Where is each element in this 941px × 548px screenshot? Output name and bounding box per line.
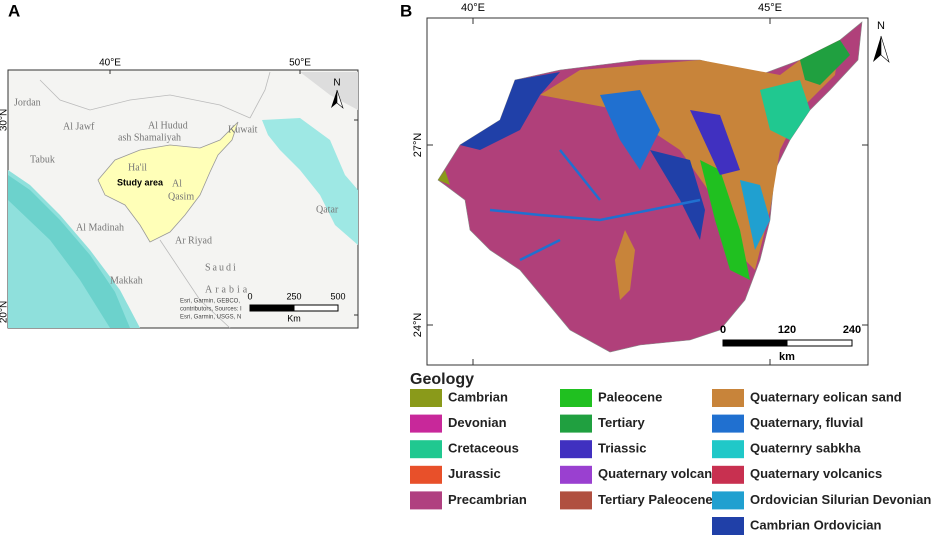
north-arrow: [336, 89, 344, 109]
legend-swatch: [410, 491, 442, 510]
map-a: [7, 69, 359, 329]
legend-label: Paleocene: [598, 389, 662, 404]
legend-swatch: [410, 440, 442, 459]
legend-swatch: [560, 440, 592, 459]
legend-swatch: [410, 465, 442, 484]
legend-label: Quaternry sabkha: [750, 441, 861, 456]
lon-label: 40°E: [461, 2, 485, 14]
attribution: Esri, Garmin, USGS, N: [180, 315, 241, 321]
scale-label: 500: [330, 291, 345, 301]
place-label: Al Jawf: [63, 121, 95, 132]
place-label: Qatar: [316, 204, 339, 215]
lat-label: 20°N: [0, 301, 10, 323]
legend-label: Quaternary, fluvial: [750, 415, 863, 430]
place-label: Ar Riyad: [175, 235, 212, 246]
lat-label: 27°N: [412, 133, 424, 158]
place-label: Kuwait: [228, 124, 258, 135]
attribution: Esri, Garmin, GEBCO,: [180, 299, 240, 305]
legend-swatch: [712, 440, 744, 459]
scale-label: 240: [843, 324, 861, 336]
legend-swatch: [410, 414, 442, 433]
panel-label: B: [400, 1, 412, 20]
north-arrow: [331, 90, 337, 108]
place-label: Arabia: [205, 284, 250, 295]
attribution: contributors, Sources: I: [180, 307, 242, 313]
scale-unit: Km: [287, 313, 301, 323]
place-label: Al Madinah: [76, 222, 124, 233]
north-arrow: [873, 36, 881, 62]
legend-label: Tertiary Paleocene: [598, 492, 713, 507]
legend-label: Jurassic: [448, 466, 501, 481]
legend-swatch: [712, 465, 744, 484]
legend-swatch: [712, 491, 744, 510]
legend: Cambrian Devonian Cretaceous Jurassic Precam…: [410, 389, 931, 535]
north-arrow: [880, 35, 890, 63]
scale-label: 0: [247, 291, 252, 301]
place-label: Makkah: [110, 275, 143, 286]
legend-label: Precambrian: [448, 492, 527, 507]
place-label: Saudi: [205, 262, 238, 273]
north-label: N: [877, 20, 885, 32]
legend-swatch: [410, 389, 442, 407]
legend-label: Quaternary volcanics: [750, 466, 882, 481]
legend-label: Triassic: [598, 441, 646, 456]
legend-label: Tertiary: [598, 415, 645, 430]
legend-label: Devonian: [448, 415, 507, 430]
scale-unit: km: [779, 351, 795, 363]
legend-swatch: [560, 465, 592, 484]
scale-label: 250: [286, 291, 301, 301]
scale-bar: [722, 339, 853, 347]
place-label: Jordan: [14, 97, 41, 108]
legend-label: Ordovician Silurian Devonian: [750, 492, 931, 507]
scale-label: 120: [778, 324, 796, 336]
north-label: N: [333, 78, 340, 89]
scale-bar: [249, 304, 339, 312]
lat-label: 24°N: [412, 313, 424, 338]
panel-label: A: [8, 1, 20, 20]
legend-label: Quaternary volcanics: [598, 466, 730, 481]
lon-label: 50°E: [289, 58, 311, 69]
place-label: ash Shamaliyah: [118, 132, 181, 143]
legend-swatch: [712, 517, 744, 535]
study-area-label: Study area: [117, 177, 164, 187]
legend-title: Geology: [410, 371, 474, 388]
legend-swatch: [712, 414, 744, 433]
place-label: Al: [172, 178, 182, 189]
legend-swatch: [560, 389, 592, 407]
lon-label: 40°E: [99, 58, 121, 69]
lat-label: 30°N: [0, 109, 10, 131]
legend-swatch: [560, 414, 592, 433]
legend-swatch: [712, 389, 744, 407]
scale-label: 0: [720, 324, 726, 336]
legend-swatch: [560, 491, 592, 510]
legend-label: Quaternary eolican sand: [750, 389, 902, 404]
map-b: [426, 17, 869, 366]
place-label: Al Hudud: [148, 120, 188, 131]
place-label: Ha'il: [128, 162, 147, 173]
lon-label: 45°E: [758, 2, 782, 14]
legend-label: Cretaceous: [448, 441, 519, 456]
legend-label: Cambrian: [448, 389, 508, 404]
place-label: Qasim: [168, 191, 194, 202]
legend-label: Cambrian Ordovician: [750, 517, 882, 532]
place-label: Tabuk: [30, 154, 55, 165]
